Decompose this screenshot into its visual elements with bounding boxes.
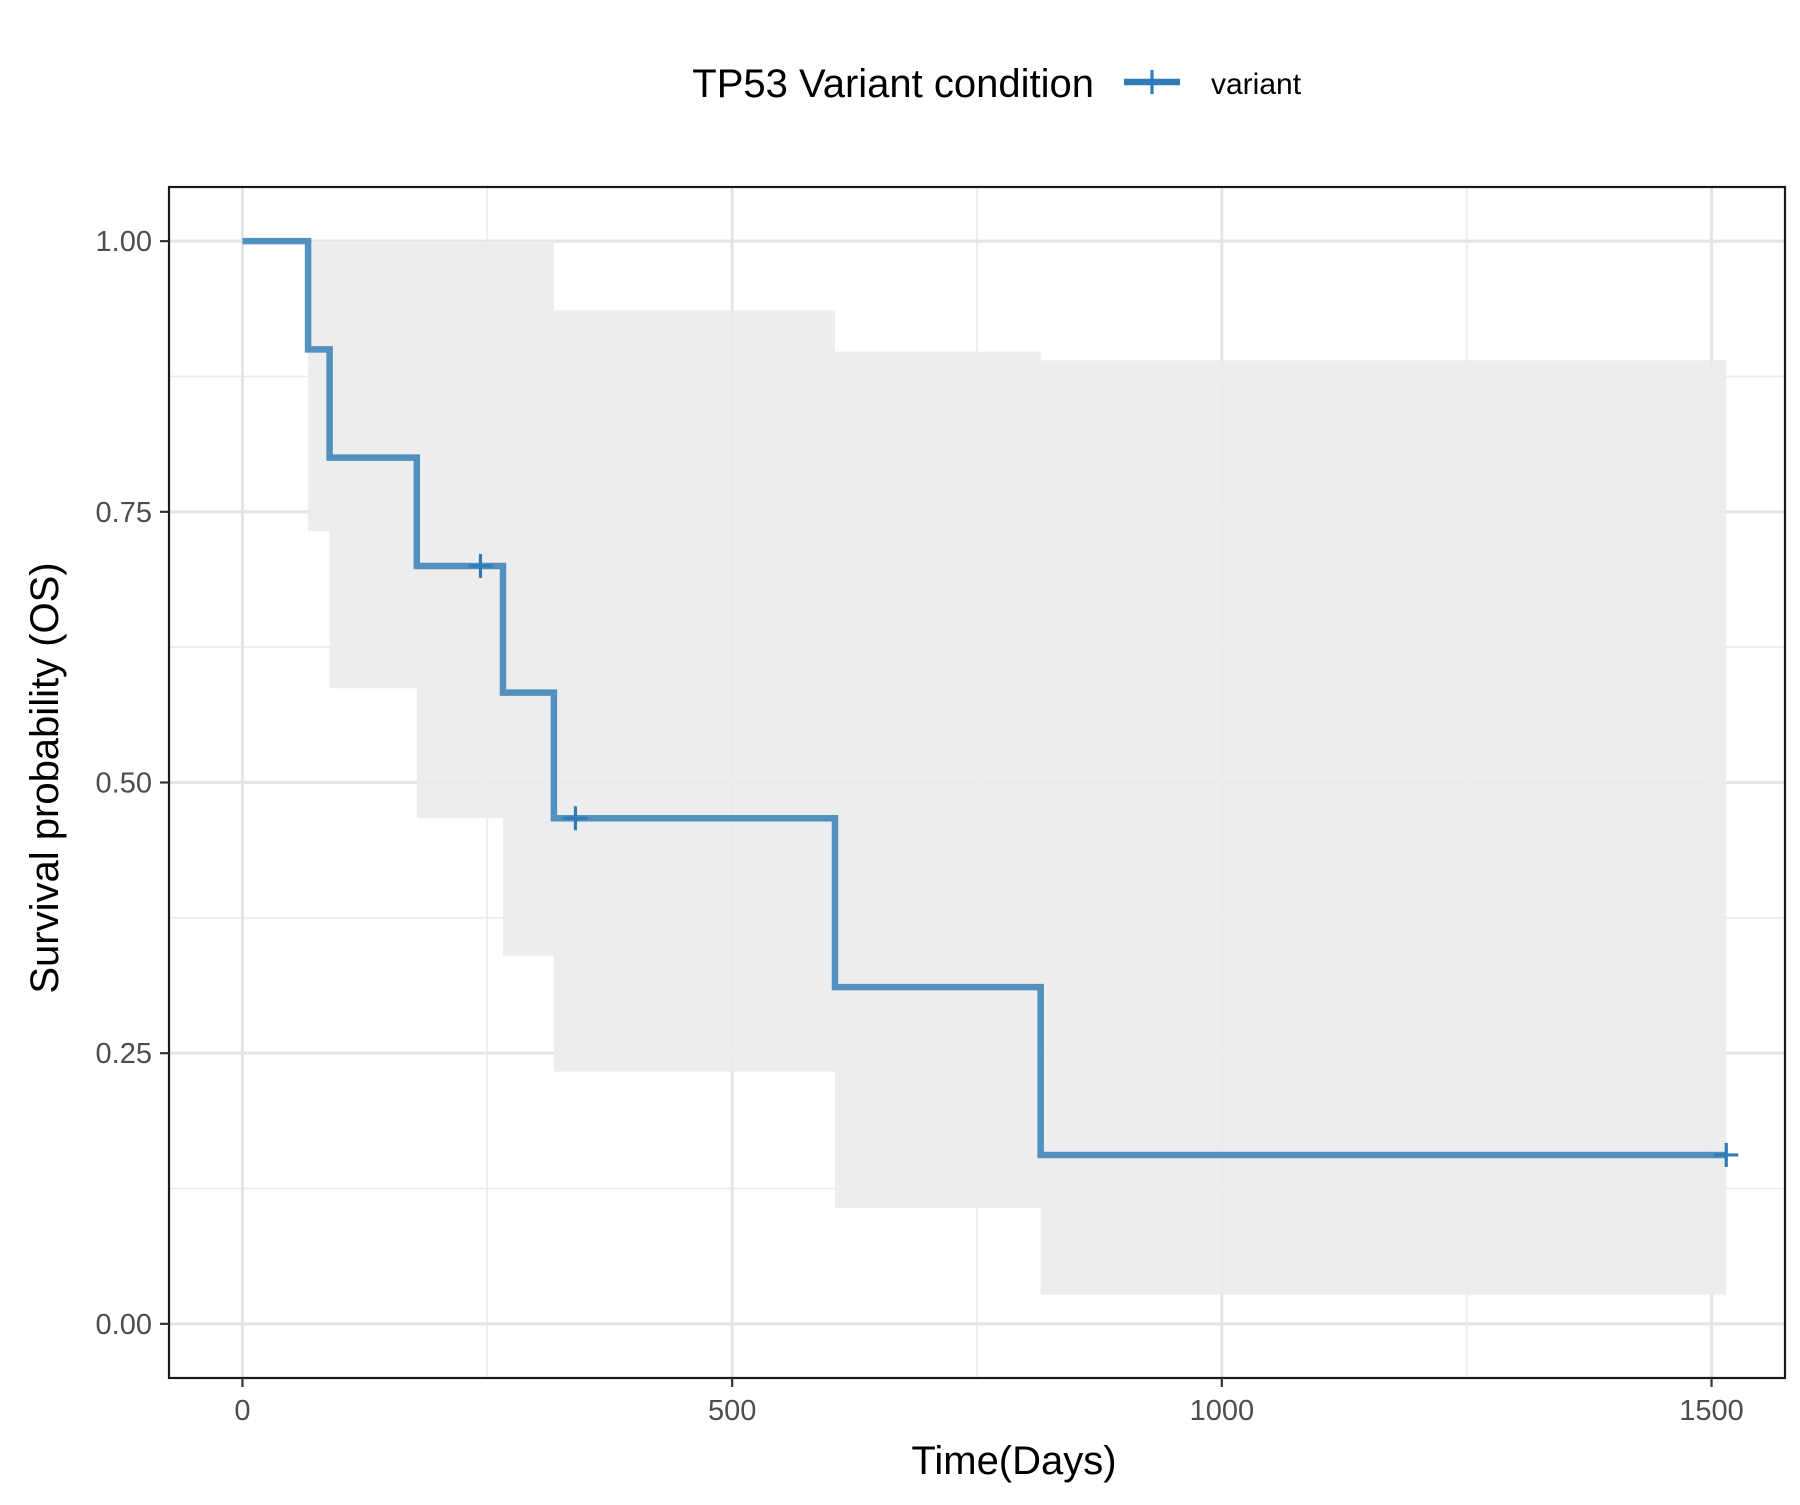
legend: TP53 Variant condition variant <box>692 62 1301 106</box>
legend-label-variant: variant <box>1211 68 1302 101</box>
censor-mark <box>468 553 493 578</box>
confidence-band <box>242 241 1727 1295</box>
y-axis-title: Survival probability (OS) <box>23 562 67 993</box>
censor-mark <box>1714 1142 1739 1167</box>
plot-panel <box>167 185 1787 1380</box>
y-tick-label: 1.00 <box>96 226 152 258</box>
censor-mark <box>563 806 588 831</box>
legend-title: TP53 Variant condition <box>692 62 1094 106</box>
legend-key-variant <box>1124 70 1180 94</box>
x-axis-title: Time(Days) <box>911 1439 1116 1483</box>
y-tick-label: 0.75 <box>96 497 152 529</box>
x-tick-label: 1500 <box>1679 1395 1744 1427</box>
x-tick-label: 0 <box>234 1395 250 1427</box>
x-tick-label: 500 <box>708 1395 756 1427</box>
survival-curve-variant <box>242 237 1727 1159</box>
y-tick-label: 0.25 <box>96 1038 152 1070</box>
y-tick-label: 0.50 <box>96 768 152 800</box>
y-tick-label: 0.00 <box>96 1309 152 1341</box>
y-axis: 0.00 0.25 0.50 0.75 1.00 <box>96 226 169 1341</box>
x-axis: 0 500 1000 1500 <box>234 1378 1744 1427</box>
x-tick-label: 1000 <box>1190 1395 1255 1427</box>
